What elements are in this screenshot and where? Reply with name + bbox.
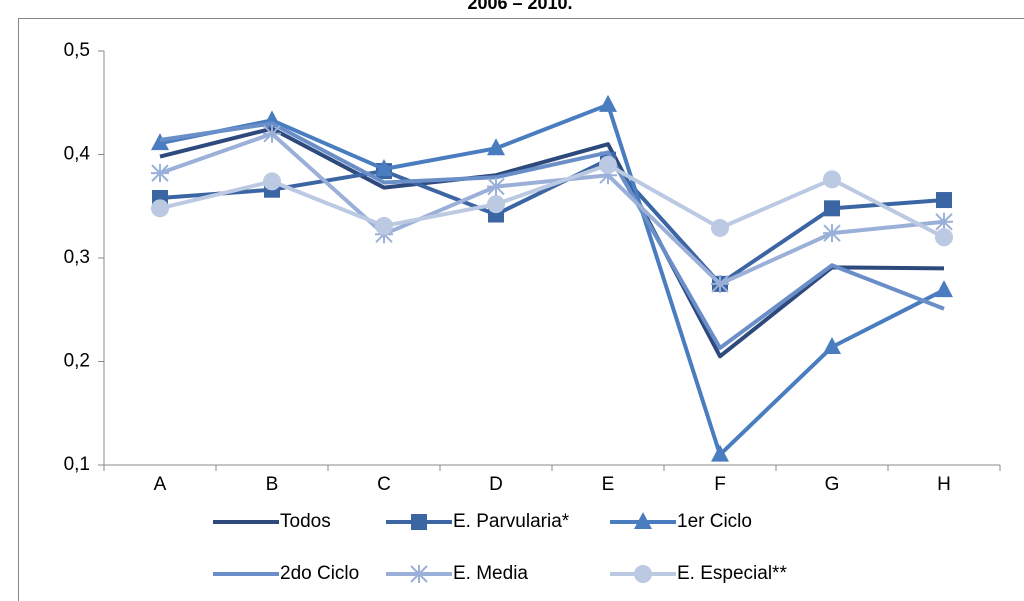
marker [411,514,427,530]
legend-label: E. Parvularia* [453,511,570,532]
y-tick-label: 0,4 [64,144,91,165]
legend-label: E. Especial** [677,563,787,584]
marker [711,218,729,237]
marker [599,155,617,174]
y-tick-label: 0,1 [64,454,90,475]
marker [936,192,952,209]
series-line [159,102,945,457]
marker [634,512,652,529]
y-tick-label: 0,5 [64,40,90,61]
marker [410,565,428,583]
x-tick-label: F [714,474,726,495]
series-line [159,126,945,359]
marker [824,200,840,217]
y-tick-label: 0,2 [64,351,90,372]
series-line [159,162,945,240]
marker [823,337,841,355]
marker [263,172,281,191]
series-line [159,131,945,286]
marker [823,224,841,243]
marker [151,199,169,218]
marker [599,94,617,112]
marker [935,212,953,231]
marker [823,170,841,189]
marker [634,565,652,583]
marker [935,228,953,247]
legend-label: Todos [280,511,331,532]
y-tick-label: 0,3 [64,247,90,268]
chart-frame [18,18,1024,601]
series-line [159,121,945,351]
marker [935,280,953,298]
x-tick-label: G [825,474,840,495]
marker [151,164,169,183]
marker [711,444,729,462]
x-tick-label: D [489,474,503,495]
x-tick-label: B [266,474,279,495]
x-tick-label: A [154,474,167,495]
series-line [159,157,945,286]
legend-label: E. Media [453,563,528,584]
marker [599,166,617,185]
marker [375,158,393,176]
marker [487,195,505,214]
x-tick-label: H [937,474,951,495]
marker [375,216,393,235]
x-tick-label: E [602,474,615,495]
marker [151,133,169,151]
chart-title: 2006 – 2010. [467,0,572,13]
marker [487,138,505,156]
marker [487,177,505,196]
marker [263,124,281,143]
x-tick-label: C [377,474,391,495]
legend-label: 2do Ciclo [280,563,359,584]
marker [711,274,729,293]
legend-label: 1er Ciclo [677,511,752,532]
